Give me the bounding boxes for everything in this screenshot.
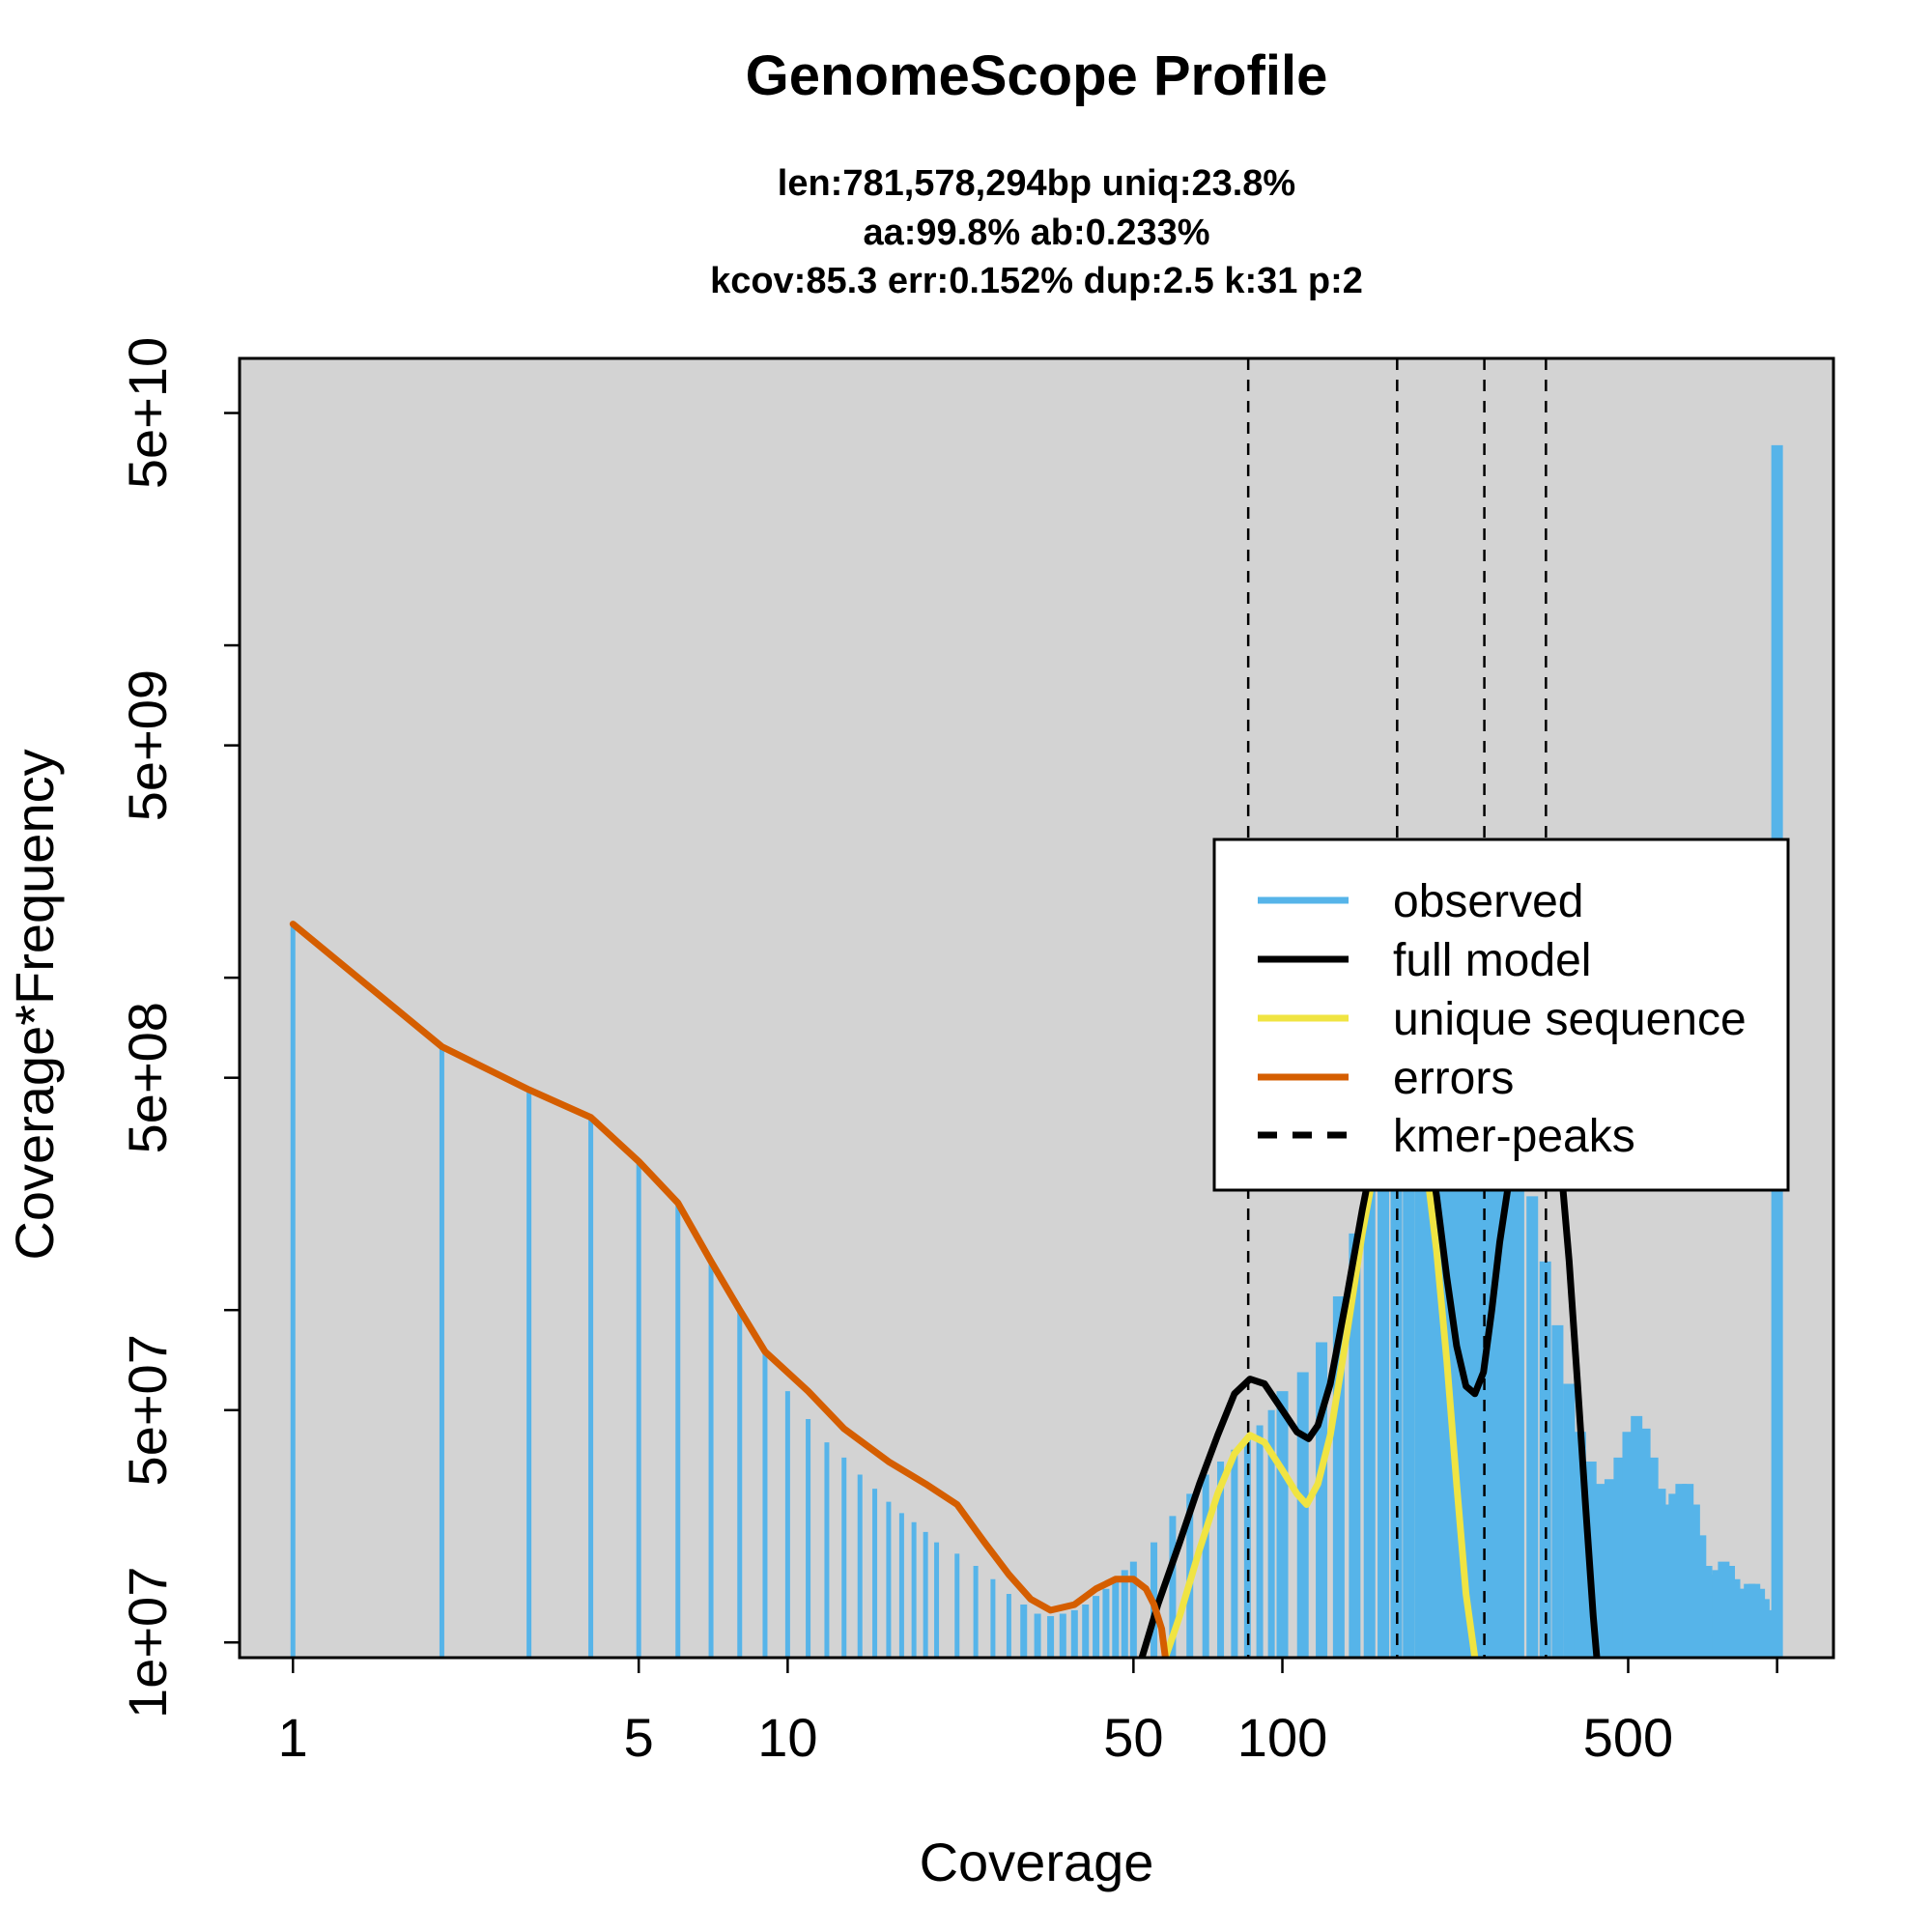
chart-subtitle-line-3: kcov:85.3 err:0.152% dup:2.5 k:31 p:2 xyxy=(710,261,1363,301)
x-tick-label: 1 xyxy=(278,1707,308,1768)
y-tick-label: 5e+08 xyxy=(117,1002,178,1153)
y-tick-label: 5e+07 xyxy=(117,1334,178,1486)
x-tick-label: 10 xyxy=(757,1707,817,1768)
x-tick-label: 50 xyxy=(1103,1707,1163,1768)
chart-title: GenomeScope Profile xyxy=(746,44,1328,107)
x-tick-label: 100 xyxy=(1237,1707,1327,1768)
y-axis-label: Coverage*Frequency xyxy=(4,749,65,1260)
y-tick-label: 1e+07 xyxy=(117,1567,178,1719)
legend-label-observed: observed xyxy=(1393,876,1583,927)
x-tick-label: 5 xyxy=(624,1707,654,1768)
chart-subtitle-line-1: len:781,578,294bp uniq:23.8% xyxy=(778,163,1295,204)
legend: observed full model unique sequence erro… xyxy=(1212,838,1790,1192)
legend-label-kmer-peaks: kmer-peaks xyxy=(1393,1111,1635,1162)
y-axis: 1e+07 5e+07 5e+08 5e+09 5e+10 xyxy=(117,337,242,1719)
x-axis: 1 5 10 50 100 500 xyxy=(278,1656,1778,1768)
unique-sequence-line xyxy=(1161,1080,1479,1658)
errors-line xyxy=(289,921,1169,1658)
legend-label-full-model: full model xyxy=(1393,935,1591,986)
y-tick-label: 5e+10 xyxy=(117,337,178,489)
legend-label-unique-sequence: unique sequence xyxy=(1393,994,1747,1045)
x-tick-label: 500 xyxy=(1583,1707,1673,1768)
chart-subtitle-line-2: aa:99.8% ab:0.233% xyxy=(863,213,1209,253)
x-axis-label: Coverage xyxy=(920,1832,1154,1892)
legend-label-errors: errors xyxy=(1393,1053,1514,1104)
kmer-peak-lines xyxy=(1246,358,1548,1658)
y-tick-label: 5e+09 xyxy=(117,669,178,821)
